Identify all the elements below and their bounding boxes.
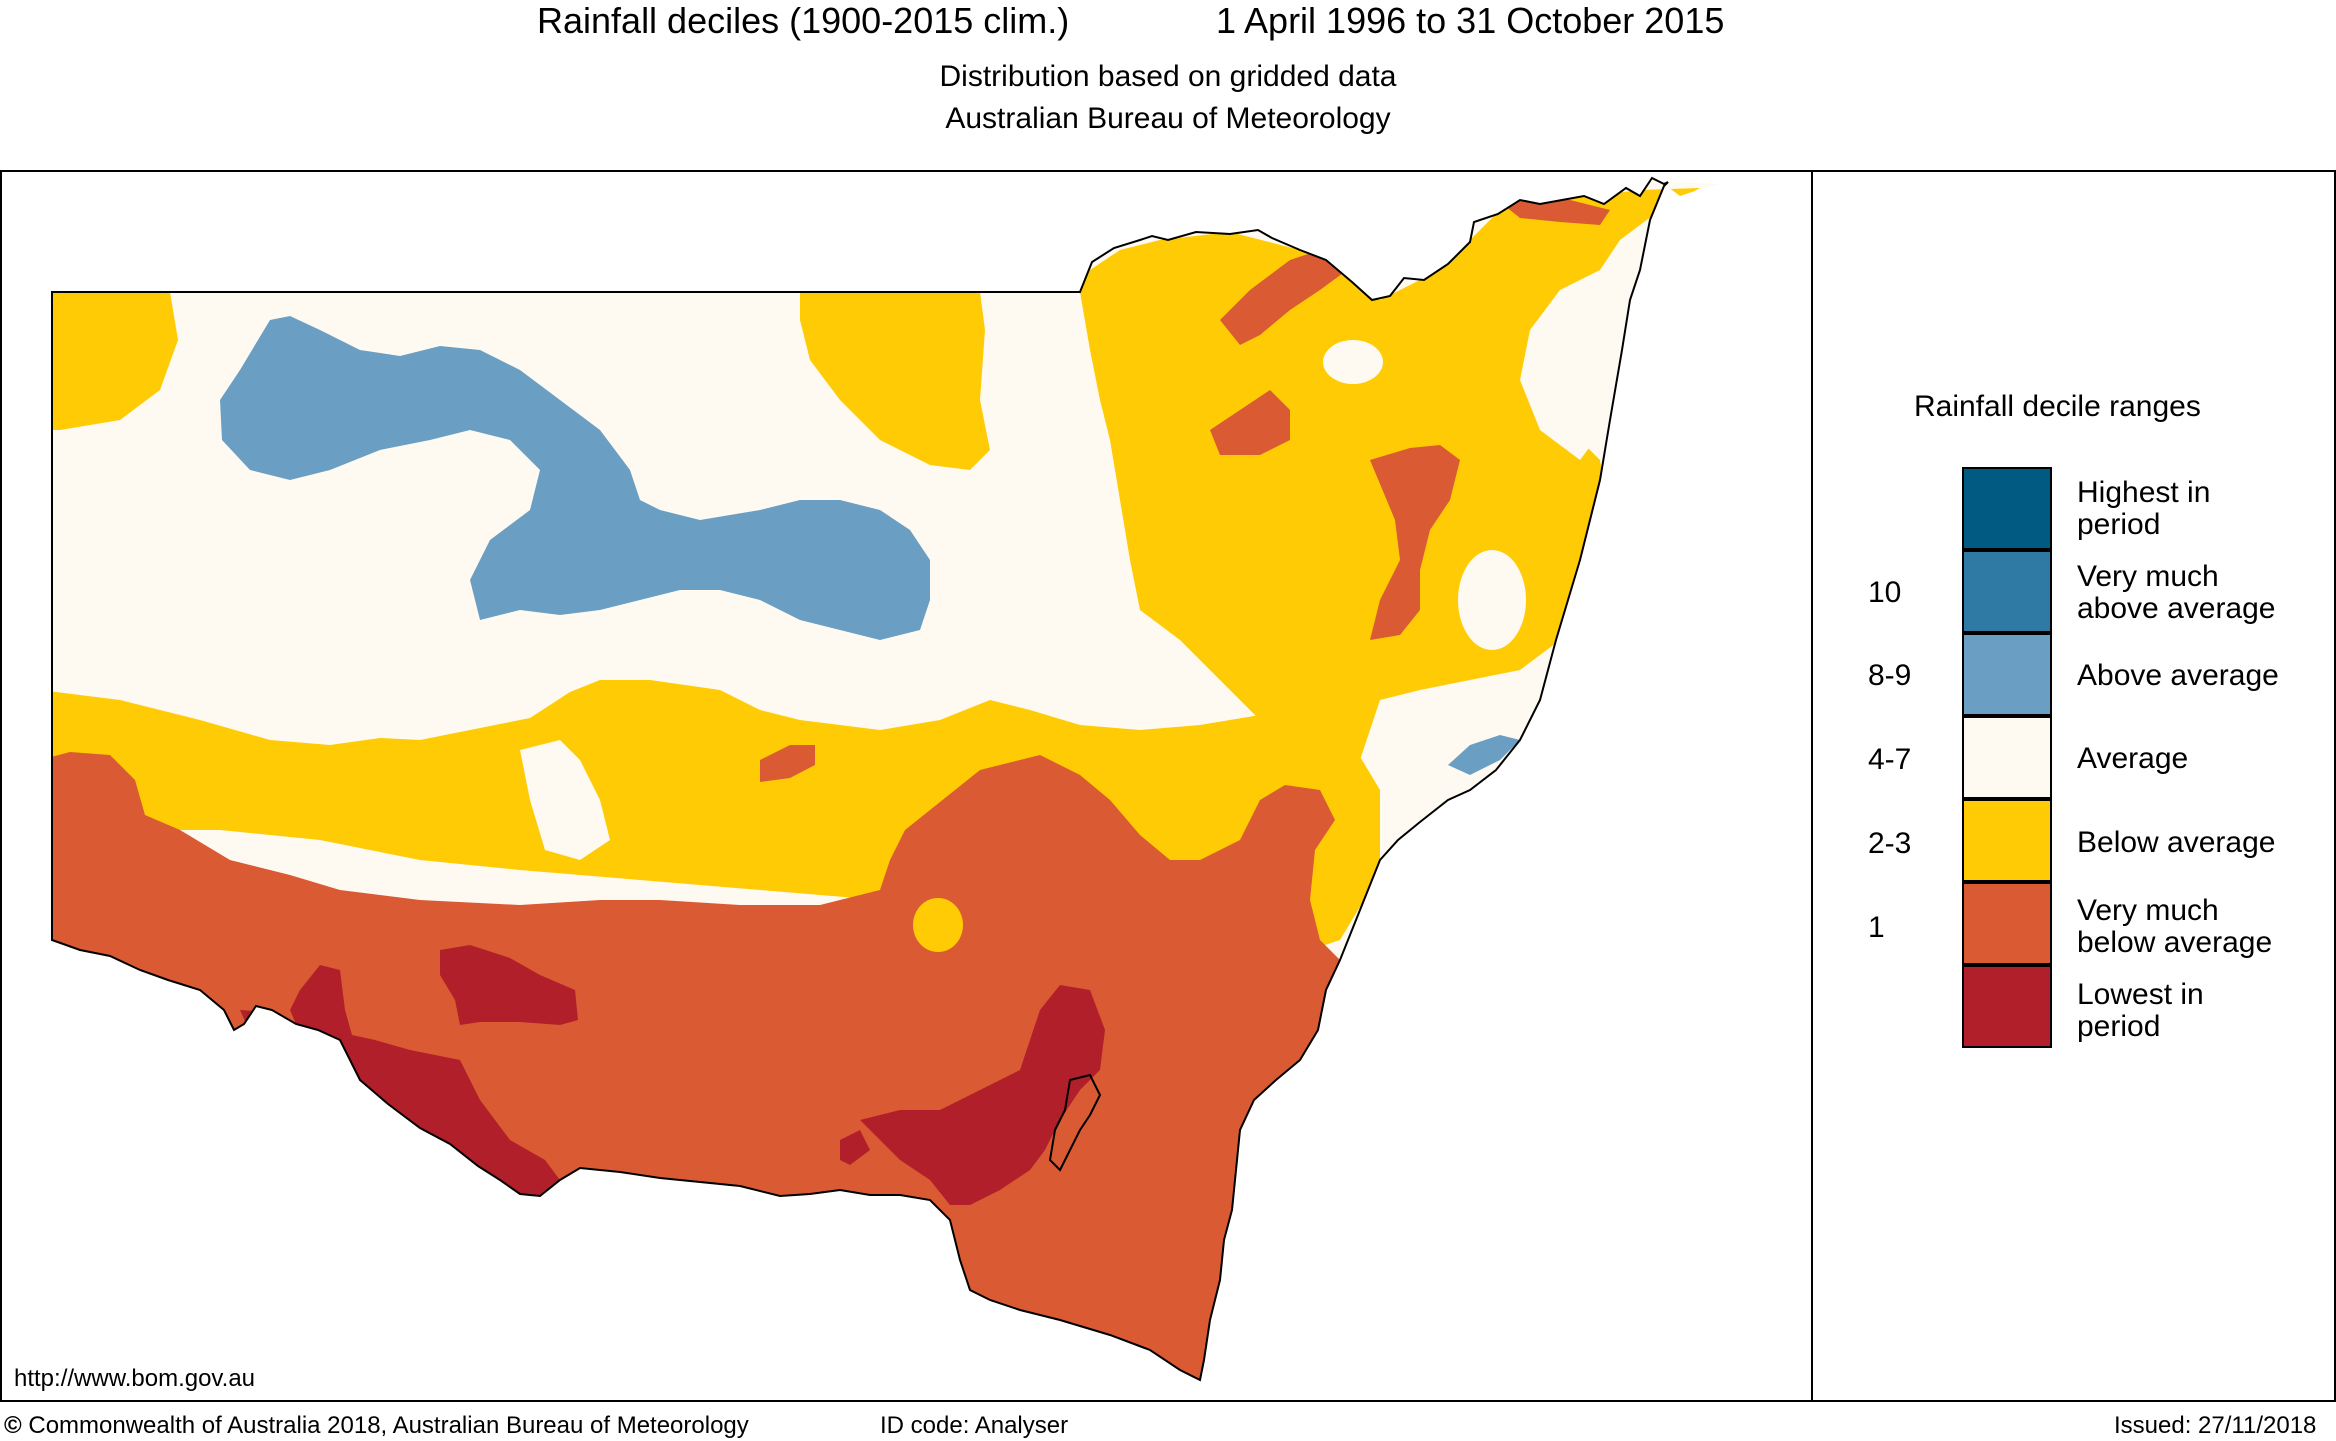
legend-swatch-very-much-above [1962, 550, 2052, 633]
map-title-block: Rainfall deciles (1900-2015 clim.) 1 Apr… [0, 0, 2336, 50]
legend-label-very-much-below: Very much below average [2077, 894, 2273, 959]
map-title: Rainfall deciles (1900-2015 clim.) [537, 0, 1070, 41]
legend-swatch-average [1962, 716, 2052, 799]
legend-range-very-much-above: 10 [1868, 576, 1902, 609]
legend-label-lowest: Lowest in period [2077, 978, 2204, 1043]
legend-swatch-lowest [1962, 965, 2052, 1048]
legend-range-below: 2-3 [1868, 827, 1912, 860]
issued-date: Issued: 27/11/2018 [2114, 1412, 2317, 1439]
map-subtitle-data: Distribution based on gridded data [939, 60, 1397, 93]
legend-swatch-highest [1962, 467, 2052, 550]
legend-label-below: Below average [2077, 826, 2276, 859]
decile-regions [52, 178, 1720, 1380]
copyright-icon: © [4, 1412, 22, 1439]
rainfall-map [0, 170, 2336, 1402]
legend-range-very-much-below: 1 [1868, 911, 1885, 944]
legend-label-average: Average [2077, 742, 2189, 775]
map-period: 1 April 1996 to 31 October 2015 [1216, 0, 1725, 41]
id-code: ID code: Analyser [880, 1412, 1069, 1439]
legend-label-very-much-above: Very much above average [2077, 560, 2276, 625]
nsw-coastline [51, 176, 1669, 1382]
legend-range-above: 8-9 [1868, 659, 1912, 692]
legend-swatch-above [1962, 633, 2052, 716]
legend-swatch-below [1962, 799, 2052, 882]
legend-swatch-very-much-below [1962, 882, 2052, 965]
legend-label-highest: Highest in period [2077, 476, 2211, 541]
legend-title: Rainfall decile ranges [1914, 390, 2201, 423]
map-subtitle-agency: Australian Bureau of Meteorology [945, 102, 1391, 135]
legend-label-above: Above average [2077, 659, 2279, 692]
source-url: http://www.bom.gov.au [14, 1365, 256, 1392]
act-boundary [1048, 1073, 1102, 1172]
copyright-text: © Commonwealth of Australia 2018, Austra… [4, 1412, 749, 1439]
legend-range-average: 4-7 [1868, 743, 1912, 776]
